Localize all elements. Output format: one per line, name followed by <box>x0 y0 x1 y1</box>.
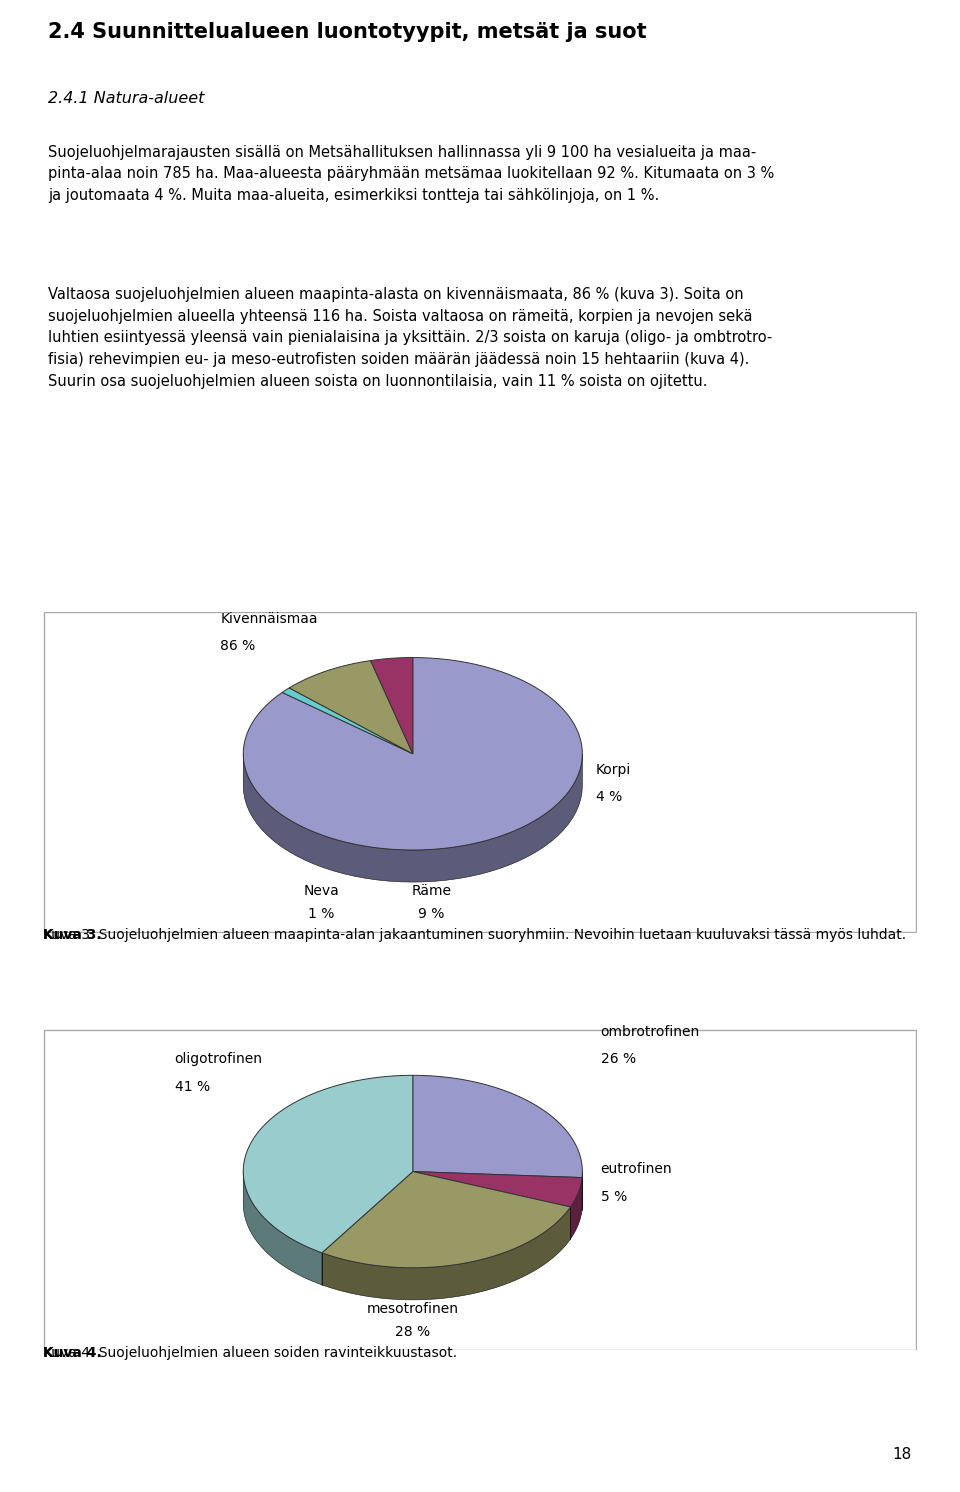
Text: 4 %: 4 % <box>596 791 622 804</box>
Polygon shape <box>322 1171 570 1268</box>
Text: Kuva 4.: Kuva 4. <box>43 1346 102 1359</box>
Text: Suojeluohjelmarajausten sisällä on Metsähallituksen hallinnassa yli 9 100 ha ves: Suojeluohjelmarajausten sisällä on Metsä… <box>48 145 775 203</box>
Text: 86 %: 86 % <box>221 639 255 653</box>
Text: mesotrofinen: mesotrofinen <box>367 1303 459 1316</box>
Polygon shape <box>371 658 413 753</box>
Text: 18: 18 <box>893 1447 912 1462</box>
Polygon shape <box>322 1207 570 1300</box>
FancyBboxPatch shape <box>44 1029 916 1350</box>
Text: Neva: Neva <box>303 885 339 898</box>
Text: Kuva 3.: Kuva 3. <box>43 928 102 941</box>
Text: 26 %: 26 % <box>601 1052 636 1067</box>
Text: eutrofinen: eutrofinen <box>601 1162 672 1176</box>
Polygon shape <box>413 1076 583 1177</box>
Polygon shape <box>243 658 583 850</box>
Text: Kivennäismaa: Kivennäismaa <box>221 612 318 625</box>
Text: Kuva 3. Suojeluohjelmien alueen maapinta-alan jakaantuminen suoryhmiin. Nevoihin: Kuva 3. Suojeluohjelmien alueen maapinta… <box>43 928 906 941</box>
Polygon shape <box>289 661 413 753</box>
Text: 9 %: 9 % <box>418 907 444 921</box>
Text: oligotrofinen: oligotrofinen <box>175 1052 262 1067</box>
Polygon shape <box>243 753 583 882</box>
Polygon shape <box>243 1171 322 1285</box>
Polygon shape <box>282 688 413 753</box>
FancyBboxPatch shape <box>44 612 916 932</box>
Text: 2.4.1 Natura-alueet: 2.4.1 Natura-alueet <box>48 91 204 106</box>
Text: ombrotrofinen: ombrotrofinen <box>601 1025 700 1038</box>
Polygon shape <box>243 1076 413 1253</box>
Text: 5 %: 5 % <box>601 1191 627 1204</box>
Text: 41 %: 41 % <box>175 1080 209 1094</box>
Text: Korpi: Korpi <box>596 762 632 777</box>
Polygon shape <box>570 1177 582 1238</box>
Text: 2.4 Suunnittelualueen luontotyypit, metsät ja suot: 2.4 Suunnittelualueen luontotyypit, mets… <box>48 22 647 42</box>
Text: 28 %: 28 % <box>396 1325 430 1338</box>
Text: Räme: Räme <box>411 885 451 898</box>
Text: Valtaosa suojeluohjelmien alueen maapinta-alasta on kivennäismaata, 86 % (kuva 3: Valtaosa suojeluohjelmien alueen maapint… <box>48 286 772 388</box>
Polygon shape <box>413 1171 582 1207</box>
Text: 1 %: 1 % <box>308 907 334 921</box>
Text: Kuva 4. Suojeluohjelmien alueen soiden ravinteikkuustasot.: Kuva 4. Suojeluohjelmien alueen soiden r… <box>43 1346 457 1359</box>
